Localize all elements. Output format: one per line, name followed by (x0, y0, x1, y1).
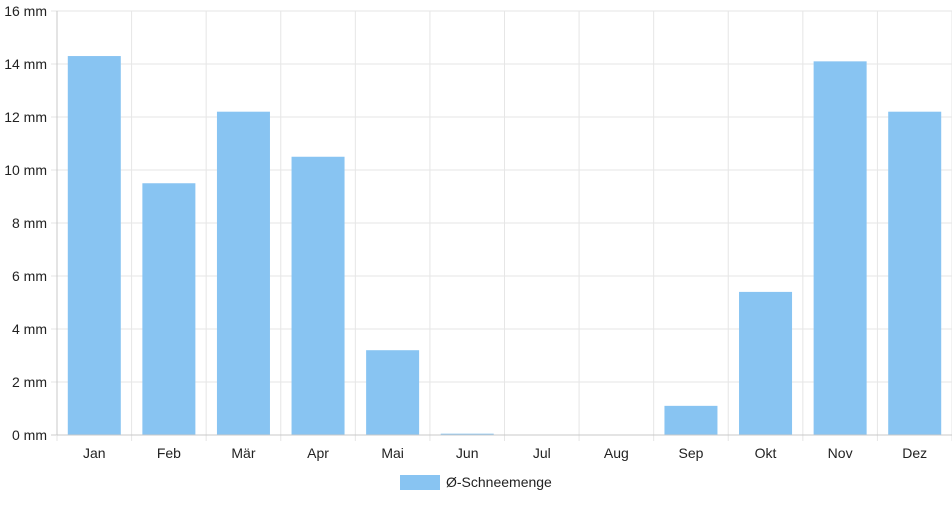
bar-mai[interactable] (366, 350, 420, 435)
x-tick-label: Okt (755, 445, 777, 461)
x-tick-label: Nov (828, 445, 853, 461)
y-tick-label: 4 mm (12, 321, 47, 337)
x-tick-label: Sep (678, 445, 703, 461)
legend-swatch[interactable] (400, 475, 440, 490)
y-tick-label: 16 mm (4, 3, 47, 19)
x-tick-label: Jul (533, 445, 551, 461)
bar-dez[interactable] (888, 111, 942, 435)
x-tick-label: Dez (902, 445, 927, 461)
grid (51, 10, 952, 441)
bar-jun[interactable] (440, 433, 494, 435)
bar-sep[interactable] (664, 405, 718, 435)
y-tick-label: 6 mm (12, 268, 47, 284)
legend[interactable]: Ø-Schneemenge (400, 474, 552, 490)
x-tick-label: Feb (157, 445, 181, 461)
bar-mär[interactable] (216, 111, 270, 435)
x-tick-label: Jun (456, 445, 479, 461)
x-tick-label: Aug (604, 445, 629, 461)
axes (56, 11, 952, 436)
y-tick-label: 14 mm (4, 56, 47, 72)
x-tick-label: Apr (307, 445, 329, 461)
x-tick-label: Mär (231, 445, 255, 461)
bar-okt[interactable] (739, 291, 793, 435)
bar-nov[interactable] (813, 61, 867, 435)
y-tick-labels: 0 mm 2 mm 4 mm 6 mm 8 mm 10 mm 12 mm 14 mm 16 mm (4, 3, 47, 443)
bar-feb[interactable] (142, 183, 196, 435)
bar-jan[interactable] (67, 56, 121, 436)
y-tick-label: 12 mm (4, 109, 47, 125)
y-tick-label: 8 mm (12, 215, 47, 231)
x-tick-labels: Jan Feb Mär Apr Mai Jun Jul Aug Sep Okt Nov Dez (83, 445, 927, 461)
y-tick-label: 2 mm (12, 374, 47, 390)
y-tick-label: 10 mm (4, 162, 47, 178)
bar-apr[interactable] (291, 156, 345, 435)
x-tick-label: Mai (381, 445, 404, 461)
legend-label[interactable]: Ø-Schneemenge (446, 474, 552, 490)
bars (67, 56, 942, 436)
x-tick-label: Jan (83, 445, 106, 461)
y-tick-label: 0 mm (12, 427, 47, 443)
